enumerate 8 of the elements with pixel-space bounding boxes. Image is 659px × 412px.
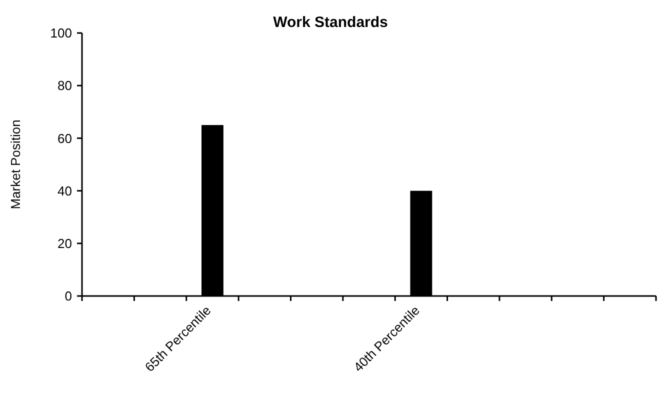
y-tick-label: 0 (64, 288, 72, 304)
y-axis-title: Market Position (8, 120, 23, 210)
y-tick-label: 80 (58, 78, 72, 94)
y-tick-label: 60 (58, 130, 72, 146)
y-tick-label: 20 (58, 236, 72, 251)
y-tick-label: 40 (58, 183, 72, 198)
y-tick-label: 100 (50, 26, 72, 41)
chart-title: Work Standards (273, 14, 388, 31)
